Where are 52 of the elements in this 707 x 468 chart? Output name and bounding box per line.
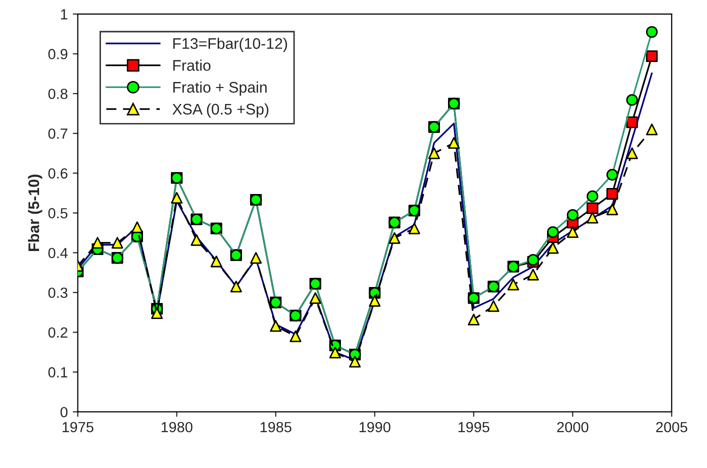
- x-tick-label: 1990: [360, 422, 390, 432]
- x-tick-label: 1980: [162, 422, 192, 432]
- point: [349, 356, 361, 368]
- y-tick-label: 0.6: [48, 168, 68, 179]
- point: [250, 252, 262, 264]
- legend-label: F13=Fbar(10-12): [173, 38, 288, 52]
- point: [507, 278, 520, 290]
- point: [309, 292, 322, 304]
- point: [210, 256, 222, 268]
- x-tick-label: 1975: [62, 422, 94, 432]
- y-tick-label: 0.4: [48, 248, 68, 258]
- y-tick-label: 0.2: [48, 327, 68, 338]
- point: [151, 307, 163, 320]
- point: [606, 204, 618, 216]
- point: [170, 192, 183, 204]
- legend-label: Fratio + Spain: [173, 81, 267, 96]
- point: [566, 226, 579, 238]
- point: [270, 320, 282, 332]
- legend-label: XSA (0.5 +Sp): [172, 103, 268, 118]
- point: [408, 222, 420, 234]
- point: [290, 330, 302, 342]
- point: [131, 221, 144, 234]
- point: [646, 124, 658, 136]
- x-tick-label: 1985: [260, 422, 292, 432]
- point: [428, 147, 440, 160]
- point: [92, 236, 104, 249]
- point: [190, 234, 202, 246]
- point: [368, 295, 381, 307]
- point: [448, 137, 460, 149]
- point: [626, 147, 638, 160]
- point: [488, 300, 500, 312]
- point: [230, 280, 242, 292]
- y-tick-label: 0.8: [48, 88, 68, 100]
- y-tick-label: 0.3: [48, 288, 68, 298]
- y-tick-label: 1: [61, 9, 68, 20]
- y-tick-label: 0.1: [48, 367, 68, 378]
- y-tick-label: 0: [60, 406, 68, 418]
- point: [527, 268, 539, 280]
- y-tick-label: 0.5: [48, 208, 68, 218]
- x-tick-label: 2005: [656, 422, 688, 432]
- point: [547, 242, 559, 254]
- y-axis-title: Fbar (5-10): [28, 174, 42, 251]
- x-tick-label: 1995: [458, 422, 490, 432]
- y-tick-label: 0.9: [48, 48, 68, 60]
- x-tick-label: 2000: [557, 422, 588, 432]
- y-tick-label: 0.7: [48, 128, 68, 139]
- legend-label: Fratio: [173, 60, 210, 71]
- point: [329, 346, 341, 358]
- point: [388, 232, 400, 244]
- point: [468, 314, 480, 326]
- point: [112, 236, 124, 249]
- point: [586, 212, 598, 224]
